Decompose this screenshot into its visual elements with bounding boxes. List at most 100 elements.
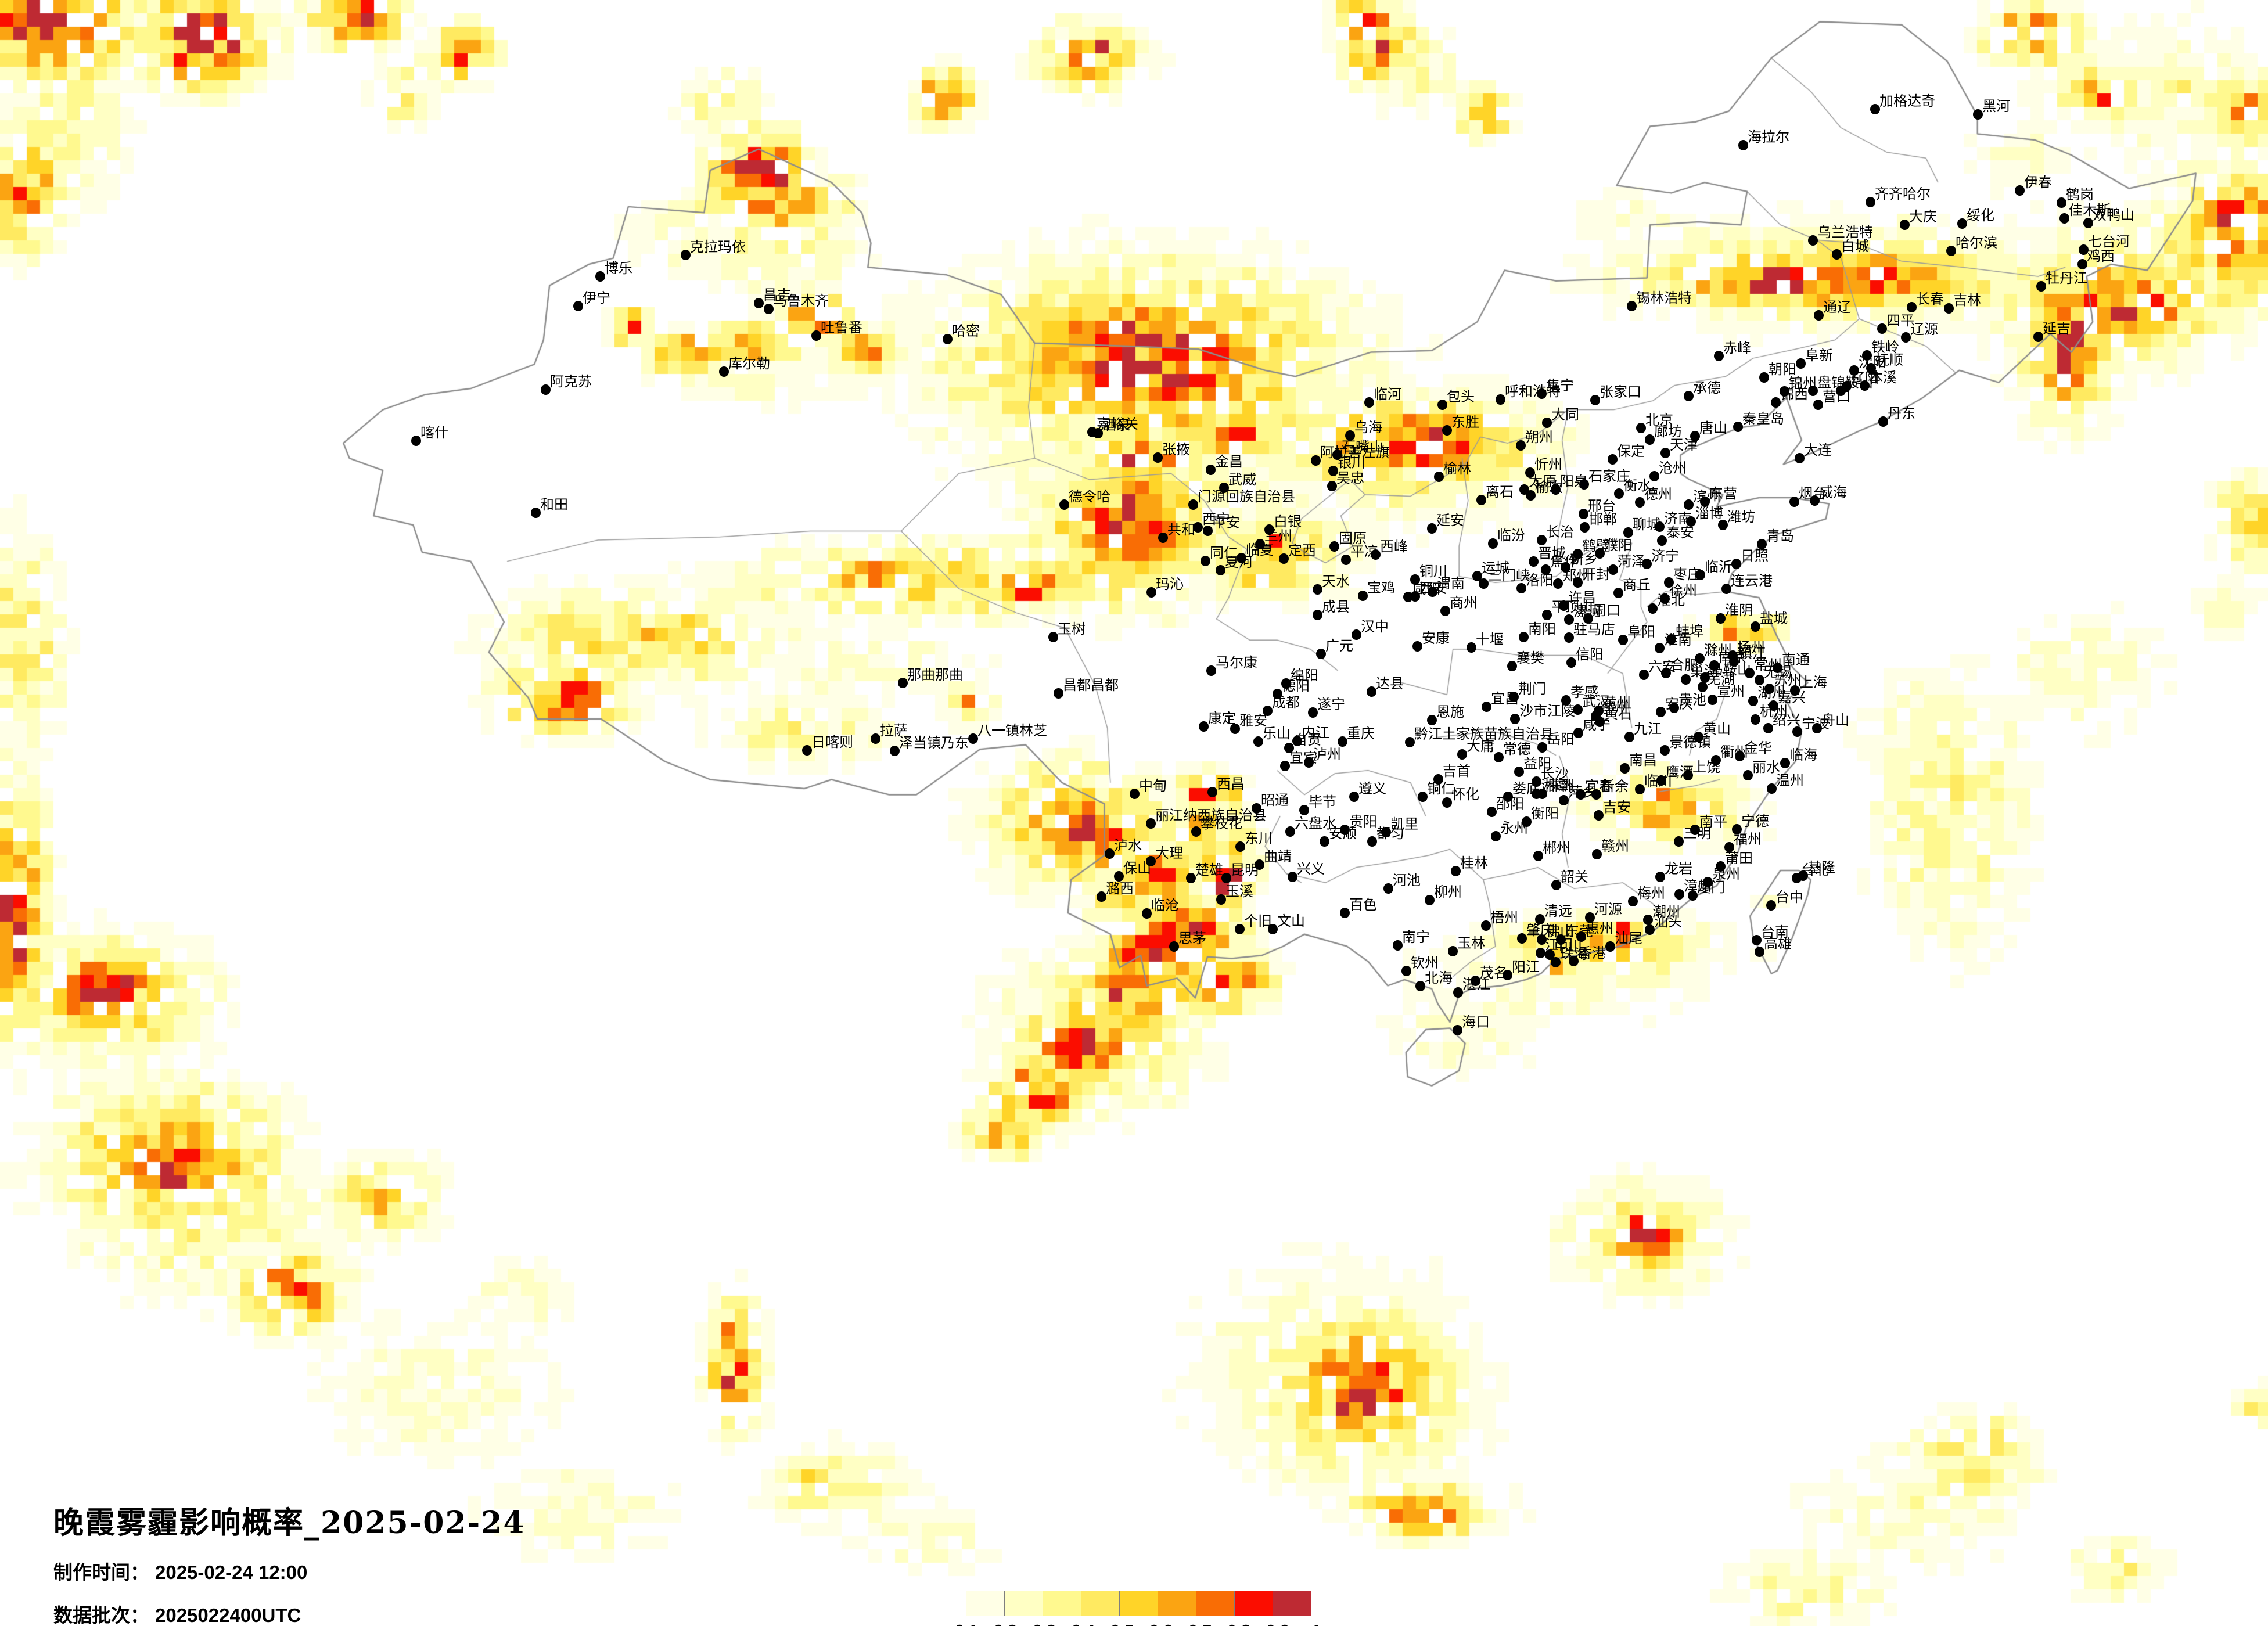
city-dot xyxy=(1299,805,1309,815)
city-dot xyxy=(1093,428,1103,438)
city-dot xyxy=(1482,702,1491,712)
city-dot xyxy=(1304,757,1314,768)
city-dot xyxy=(1221,873,1231,883)
city-label: 绵阳 xyxy=(1291,668,1318,684)
city-dot xyxy=(1263,706,1273,716)
city-label: 都匀 xyxy=(1376,826,1404,841)
city-dot xyxy=(1973,109,1983,120)
city-label: 中甸 xyxy=(1139,778,1167,794)
city-dot xyxy=(1808,386,1818,396)
city-dot xyxy=(943,334,953,344)
city-label: 贵阳 xyxy=(1349,814,1377,830)
city-dot xyxy=(1766,900,1776,911)
city-label: 牡丹江 xyxy=(2046,271,2087,286)
city-label: 南平 xyxy=(1699,814,1727,830)
city-label: 阿拉善左旗 xyxy=(1320,445,1390,461)
city-dot xyxy=(1757,539,1767,549)
city-dot xyxy=(2059,213,2069,224)
city-dot xyxy=(1849,365,1859,376)
city-dot xyxy=(1812,723,1822,733)
city-label: 大庸 xyxy=(1467,739,1494,754)
city-label: 黑河 xyxy=(1982,99,2010,114)
city-dot xyxy=(1623,527,1633,538)
legend-swatch xyxy=(966,1591,1005,1616)
city-dot xyxy=(2083,218,2093,228)
city-label: 连云港 xyxy=(1731,573,1773,589)
city-label: 恩施 xyxy=(1436,704,1464,720)
city-label: 吉安 xyxy=(1603,800,1631,815)
city-dot xyxy=(1541,564,1551,575)
city-dot xyxy=(541,384,551,395)
city-dot xyxy=(1709,660,1719,671)
legend-tick-label: 0.9 xyxy=(1266,1622,1289,1626)
city-dot xyxy=(1688,890,1698,901)
city-dot xyxy=(1496,394,1505,405)
city-label: 信阳 xyxy=(1576,647,1604,663)
city-label: 本溪 xyxy=(1869,370,1897,386)
city-dot xyxy=(1427,523,1437,534)
city-label: 雅安 xyxy=(1239,713,1267,729)
city-dot xyxy=(1559,795,1569,805)
city-dot xyxy=(1860,380,1870,391)
city-label: 鸡西 xyxy=(2087,249,2115,264)
legend-tick-label: 0.6 xyxy=(1149,1622,1173,1626)
city-label: 宣州 xyxy=(1717,684,1745,700)
city-dot xyxy=(1724,842,1734,852)
legend-swatch xyxy=(1234,1591,1273,1616)
city-dot xyxy=(1564,614,1574,625)
city-label: 凯里 xyxy=(1390,816,1418,832)
city-label: 驻马店 xyxy=(1573,622,1615,638)
city-dot xyxy=(1280,761,1290,771)
city-label: 固原 xyxy=(1339,531,1367,546)
city-dot xyxy=(1735,751,1745,761)
city-dot xyxy=(1700,672,1710,683)
city-label: 昌吉 xyxy=(763,287,791,303)
city-dot xyxy=(1537,742,1547,753)
city-dot xyxy=(1613,588,1623,598)
city-label: 保定 xyxy=(1617,444,1645,459)
city-label: 达县 xyxy=(1376,676,1404,692)
city-dot xyxy=(1832,249,1842,260)
city-dot xyxy=(764,304,774,314)
city-dot xyxy=(1716,613,1726,624)
city-label: 朔州 xyxy=(1525,430,1553,445)
city-dot xyxy=(1255,859,1264,870)
city-label: 丹东 xyxy=(1888,406,1915,422)
city-label: 十堰 xyxy=(1476,632,1504,647)
city-dot xyxy=(1660,593,1670,604)
city-dot xyxy=(1624,732,1634,742)
city-label: 张家口 xyxy=(1600,384,1641,400)
city-label: 长治 xyxy=(1546,524,1574,540)
city-dot xyxy=(1308,707,1318,718)
city-dot xyxy=(1773,663,1782,673)
city-label: 益阳 xyxy=(1523,756,1551,772)
city-dot xyxy=(1203,526,1213,536)
city-dot xyxy=(2015,185,2025,196)
city-label: 黔江土家族苗族自治县 xyxy=(1414,726,1554,742)
city-label: 乌鲁木齐 xyxy=(773,293,829,309)
city-dot xyxy=(1666,634,1676,645)
city-dot xyxy=(1311,455,1321,466)
city-label: 宜昌 xyxy=(1491,691,1519,707)
city-label: 乐山 xyxy=(1263,726,1291,742)
city-label: 大理 xyxy=(1155,846,1183,861)
city-label: 个旧 xyxy=(1244,913,1272,929)
city-dot xyxy=(890,746,900,756)
city-label: 德令哈 xyxy=(1069,489,1110,505)
city-dot xyxy=(1264,524,1274,535)
legend-swatch xyxy=(1273,1591,1311,1616)
city-dot xyxy=(1608,564,1618,575)
city-label: 库尔勒 xyxy=(728,356,770,372)
city-dot xyxy=(1745,668,1755,678)
city-dot xyxy=(1694,732,1703,742)
city-label: 临川 xyxy=(1644,774,1672,789)
city-label: 昌都昌都 xyxy=(1063,678,1119,693)
city-label: 铜川 xyxy=(1419,564,1447,580)
city-label: 泸水 xyxy=(1114,838,1142,854)
city-dot xyxy=(1338,736,1347,747)
city-label: 沙市江陵 xyxy=(1519,703,1575,719)
city-label: 赤峰 xyxy=(1723,340,1751,356)
city-dot xyxy=(1059,499,1069,510)
city-label: 遵义 xyxy=(1358,781,1386,797)
